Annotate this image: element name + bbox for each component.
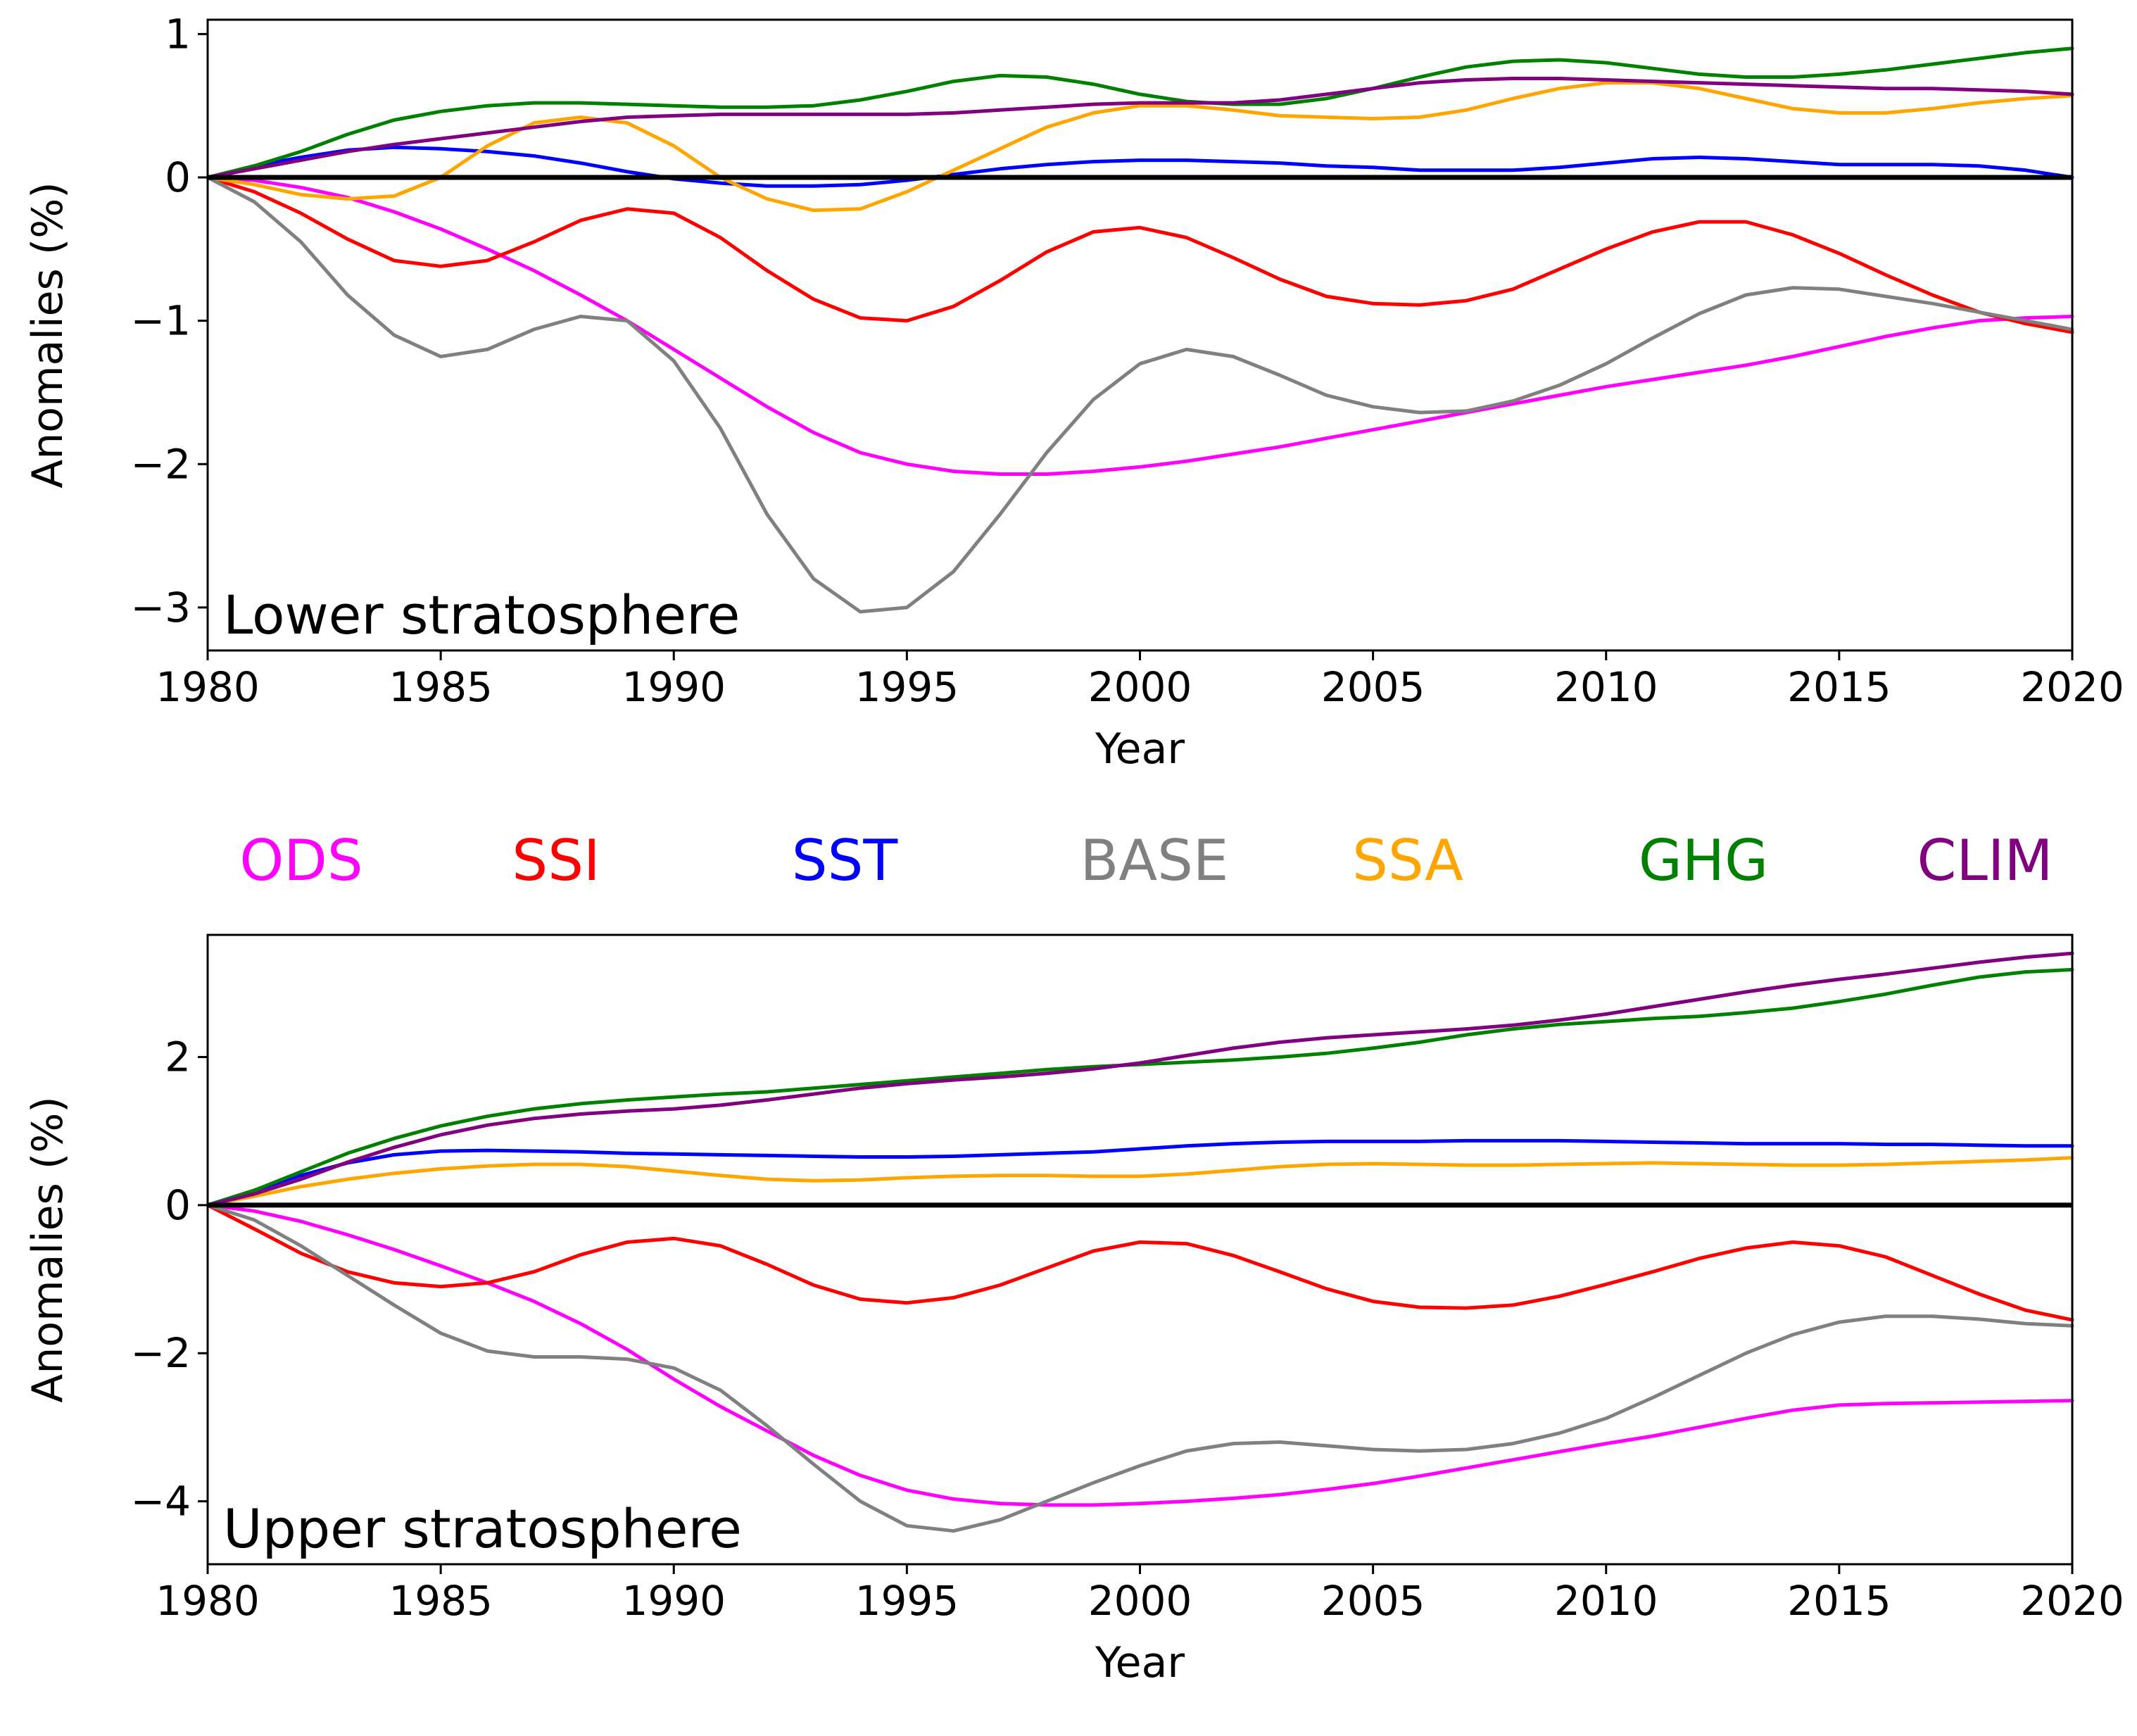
upper-plot-frame <box>206 933 2074 1566</box>
upper-y-axis-title: Anomalies (%) <box>23 1096 73 1402</box>
upper-x-tick-label: 2010 <box>1554 1577 1658 1625</box>
upper-series-ssa <box>206 1156 2074 1207</box>
upper-y-tick-label: 2 <box>165 1033 191 1081</box>
upper-x-axis-title: Year <box>1095 1638 1185 1687</box>
lower-x-tick-label: 1995 <box>855 663 959 711</box>
lower-y-tick-label: −2 <box>131 440 191 488</box>
upper-x-tick-label: 1990 <box>622 1577 726 1625</box>
legend-label-ssa: SSA <box>1352 828 1463 893</box>
legend-label-sst: SST <box>792 828 899 893</box>
upper-series-sst <box>206 1138 2074 1207</box>
lower-series-base <box>206 175 2074 614</box>
lower-x-axis-title: Year <box>1095 724 1185 774</box>
lower-x-tick-label: 2000 <box>1088 663 1192 711</box>
legend: ODS SSI SST BASE SSA GHG CLIM <box>239 828 2053 893</box>
upper-y-tick-label: −4 <box>131 1478 191 1526</box>
upper-x-tick-label: 2015 <box>1787 1577 1891 1625</box>
upper-series-clim <box>206 951 2074 1207</box>
lower-x-tick-label: 2010 <box>1554 663 1658 711</box>
lower-x-tick-label: 2020 <box>2020 663 2124 711</box>
lower-x-tick-label: 1990 <box>622 663 726 711</box>
upper-series-ods <box>206 1203 2074 1507</box>
upper-stratosphere-panel: 1980 1985 1990 1995 2000 2005 2010 2015 202020−2… <box>23 933 2124 1687</box>
upper-series-ssi <box>206 1203 2074 1322</box>
lower-stratosphere-panel: 1980 1985 1990 1995 2000 2005 2010 2015 2020 1 0 −1… <box>23 10 2124 774</box>
upper-series-layer <box>206 951 2074 1533</box>
lower-y-tick-label: −3 <box>131 584 191 631</box>
upper-x-tick-label: 1995 <box>855 1577 959 1625</box>
lower-x-tick-label: 1985 <box>389 663 493 711</box>
upper-x-tick-label: 2020 <box>2020 1577 2124 1625</box>
upper-ticks-layer: 1980 1985 1990 1995 2000 2005 2010 2015 202020−2… <box>131 1033 2124 1625</box>
upper-x-tick-label: 1980 <box>156 1577 260 1625</box>
lower-series-ods <box>206 175 2074 476</box>
upper-panel-label: Upper stratosphere <box>223 1497 742 1560</box>
lower-series-ghg <box>206 46 2074 180</box>
legend-label-ghg: GHG <box>1639 828 1768 893</box>
lower-x-tick-label: 2005 <box>1321 663 1425 711</box>
lower-x-tick-label: 1980 <box>156 663 260 711</box>
upper-x-tick-label: 2000 <box>1088 1577 1192 1625</box>
legend-label-ods: ODS <box>239 828 363 893</box>
lower-y-tick-label: 0 <box>165 153 191 201</box>
lower-series-ssi <box>206 175 2074 334</box>
lower-y-tick-label: −1 <box>131 297 191 345</box>
lower-y-axis-title: Anomalies (%) <box>23 182 73 488</box>
legend-label-clim: CLIM <box>1917 828 2053 893</box>
legend-label-base: BASE <box>1080 828 1229 893</box>
lower-panel-label: Lower stratosphere <box>223 584 740 646</box>
lower-y-tick-label: 1 <box>165 10 191 58</box>
upper-series-base <box>206 1203 2074 1533</box>
upper-y-tick-label: 0 <box>165 1181 191 1229</box>
lower-series-clim <box>206 77 2074 180</box>
lower-plot-frame <box>206 18 2074 652</box>
lower-ticks-layer: 1980 1985 1990 1995 2000 2005 2010 2015 2020 1 0 −1… <box>131 10 2124 711</box>
upper-y-tick-label: −2 <box>131 1329 191 1377</box>
upper-x-tick-label: 1985 <box>389 1577 493 1625</box>
lower-series-layer <box>206 46 2074 614</box>
upper-x-tick-label: 2005 <box>1321 1577 1425 1625</box>
legend-label-ssi: SSI <box>512 828 600 893</box>
lower-x-tick-label: 2015 <box>1787 663 1891 711</box>
lower-series-sst <box>206 145 2074 188</box>
upper-series-ghg <box>206 967 2074 1207</box>
